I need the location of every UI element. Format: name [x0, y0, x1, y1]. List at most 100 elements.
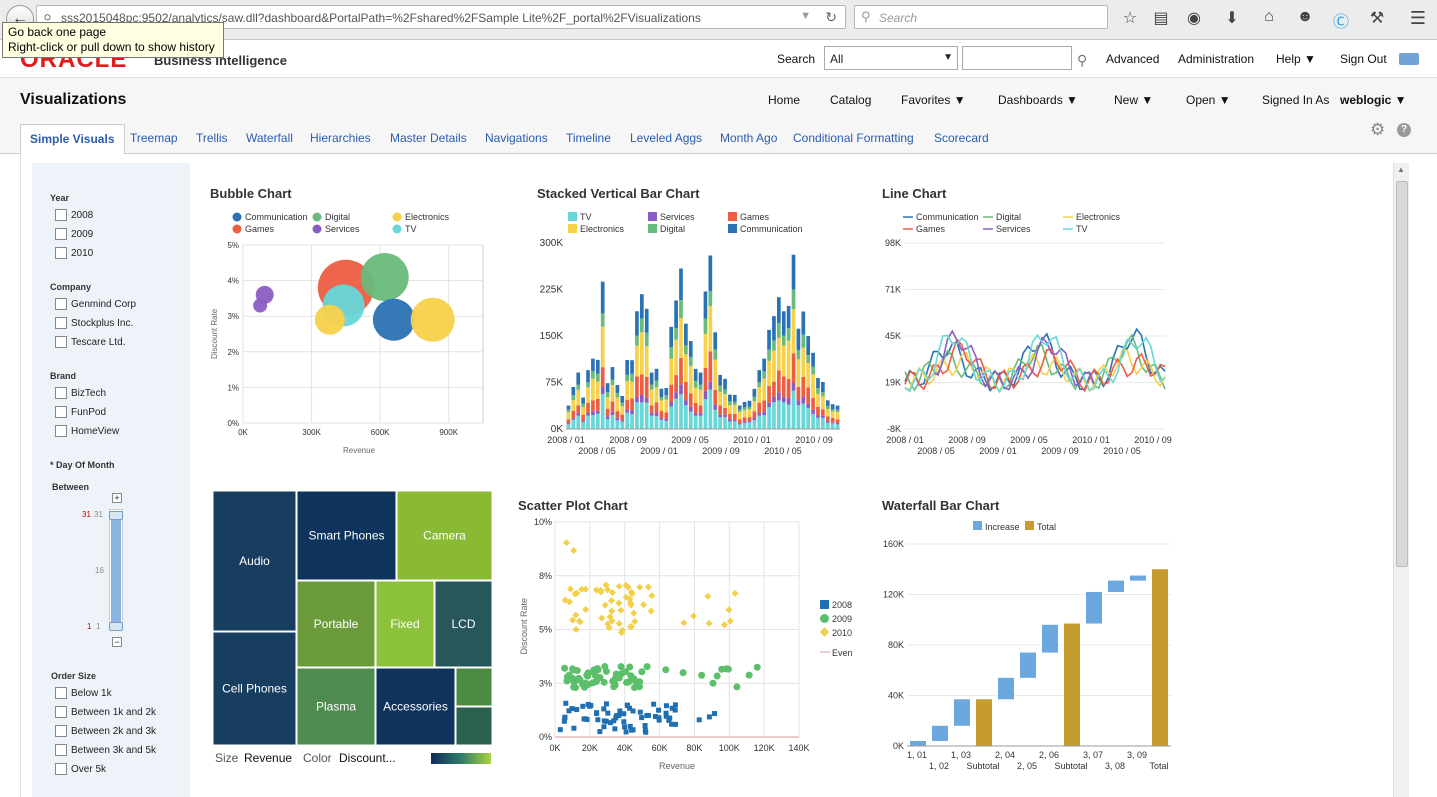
bar-segment [747, 409, 752, 418]
tools-icon[interactable]: ⚒ [1369, 10, 1385, 27]
search-icon: ⚲ [861, 9, 871, 24]
tab-master-details[interactable]: Master Details [390, 131, 467, 145]
search-go-icon[interactable]: ⚲ [1077, 52, 1088, 68]
point-2008 [612, 726, 618, 732]
x-tick-label: 2010 / 09 [1134, 435, 1172, 445]
tab-conditional-formatting[interactable]: Conditional Formatting [793, 131, 914, 145]
bar-segment [796, 386, 801, 401]
open-menu[interactable]: Open ▼ [1186, 93, 1231, 107]
bar-segment [816, 415, 820, 418]
gear-icon[interactable]: ⚙ [1370, 120, 1386, 139]
bar-segment [703, 318, 708, 334]
signout-link[interactable]: Sign Out [1340, 52, 1387, 66]
slider-lower-handle[interactable] [109, 622, 123, 631]
bar-segment [835, 409, 840, 413]
company-checkbox[interactable] [55, 298, 67, 310]
bar-segment [679, 268, 683, 301]
bookmark-star-icon[interactable]: ☆ [1122, 10, 1138, 27]
brand-checkbox[interactable] [55, 425, 67, 437]
catalog-search-input[interactable] [962, 46, 1072, 70]
y-axis-label: Discount Rate [210, 308, 219, 359]
tab-leveled-aggs[interactable]: Leveled Aggs [630, 131, 703, 145]
accessibility-icon[interactable] [1399, 53, 1419, 65]
search-scope-select[interactable]: All ▼ [824, 46, 958, 70]
order-checkbox[interactable] [55, 725, 67, 737]
company-checkbox[interactable] [55, 317, 67, 329]
download-icon[interactable]: ⬇ [1225, 10, 1239, 27]
scatter-chart[interactable]: 0% 3% 5% 8% 10% 0K 20K 40K 60K 80K 100K 120K 140K Rev… [510, 512, 870, 777]
tab-hierarchies[interactable]: Hierarchies [310, 131, 371, 145]
order-checkbox[interactable] [55, 687, 67, 699]
slider-decrease-button[interactable]: − [112, 637, 122, 647]
x-tick-label: 40K [617, 743, 633, 753]
help-menu[interactable]: Help ▼ [1276, 52, 1316, 66]
point-2010 [566, 585, 574, 593]
bar-segment [791, 254, 796, 290]
year-checkbox[interactable] [55, 209, 67, 221]
bar-segment [674, 392, 678, 399]
tab-month-ago[interactable]: Month Ago [720, 131, 778, 145]
slider-increase-button[interactable]: + [112, 493, 122, 503]
dashboards-menu[interactable]: Dashboards ▼ [998, 93, 1078, 107]
bar-segment [600, 326, 605, 368]
bar-segment [825, 405, 830, 410]
company-option: Genmind Corp [71, 299, 137, 310]
chat-icon[interactable]: ☻ [1296, 8, 1314, 25]
home-link[interactable]: Home [768, 93, 801, 107]
waterfall-bar [1152, 569, 1168, 746]
order-checkbox[interactable] [55, 763, 67, 775]
tab-timeline[interactable]: Timeline [566, 131, 611, 145]
catalog-link[interactable]: Catalog [830, 93, 872, 107]
year-checkbox[interactable] [55, 228, 67, 240]
slider-upper-handle[interactable] [109, 511, 123, 520]
point-2008 [627, 705, 633, 711]
waterfall-chart[interactable]: Increase Total 0K 40K 80K 120K 160K 1, 01 1, 03 2… [875, 515, 1175, 777]
pocket-icon[interactable]: ◉ [1187, 10, 1201, 27]
skype-icon[interactable]: Ⓒ [1332, 14, 1349, 31]
advanced-link[interactable]: Advanced [1106, 52, 1160, 66]
browser-search-input[interactable]: ⚲ Search [854, 5, 1108, 29]
bubble-chart[interactable]: Communication Digital Electronics Games Serv… [205, 205, 505, 465]
url-dropdown-icon[interactable]: ▼ [800, 10, 811, 22]
tab-waterfall[interactable]: Waterfall [246, 131, 293, 145]
bar-segment [571, 386, 576, 396]
bar-segment [610, 379, 615, 386]
tab-simple-visuals[interactable]: Simple Visuals [20, 124, 125, 155]
x-tick-label: 2010 / 05 [764, 446, 802, 456]
point-2010 [622, 581, 630, 589]
line-chart[interactable]: Communication Digital Electronics Games Serv… [875, 205, 1175, 465]
brand-checkbox[interactable] [55, 406, 67, 418]
bar-segment [566, 419, 571, 424]
administration-link[interactable]: Administration [1178, 52, 1255, 66]
brand-checkbox[interactable] [55, 387, 67, 399]
bar-segment [654, 402, 659, 413]
bar-segment [595, 399, 600, 411]
content-scrollbar[interactable]: ▲ [1393, 163, 1409, 797]
legend-marker [648, 224, 657, 233]
order-checkbox[interactable] [55, 744, 67, 756]
user-menu[interactable]: weblogic ▼ [1340, 93, 1407, 107]
year-checkbox[interactable] [55, 247, 67, 259]
bar-segment [688, 406, 693, 412]
tab-treemap[interactable]: Treemap [130, 131, 178, 145]
menu-icon[interactable]: ☰ [1409, 8, 1427, 28]
company-checkbox[interactable] [55, 336, 67, 348]
help-icon[interactable]: ? [1397, 123, 1411, 137]
reading-list-icon[interactable]: ▤ [1153, 10, 1169, 27]
treemap-chart[interactable]: Audio Smart Phones Camera Portable Fixed LCD C… [210, 488, 500, 773]
home-icon[interactable]: ⌂ [1264, 8, 1274, 25]
point-2010 [704, 592, 712, 600]
reload-icon[interactable]: ↻ [825, 9, 837, 25]
new-menu[interactable]: New ▼ [1114, 93, 1154, 107]
open-label: Open [1186, 93, 1216, 107]
tab-trellis[interactable]: Trellis [196, 131, 228, 145]
tab-navigations[interactable]: Navigations [485, 131, 548, 145]
tab-scorecard[interactable]: Scorecard [934, 131, 989, 145]
bar-segment [821, 396, 825, 410]
scroll-up-icon[interactable]: ▲ [1397, 165, 1405, 174]
point-2009 [570, 678, 578, 686]
stacked-bar-chart[interactable]: TV Services Games Electronics Digital Communi… [530, 205, 850, 465]
order-checkbox[interactable] [55, 706, 67, 718]
scrollbar-thumb[interactable] [1396, 181, 1408, 567]
favorites-menu[interactable]: Favorites ▼ [901, 93, 966, 107]
